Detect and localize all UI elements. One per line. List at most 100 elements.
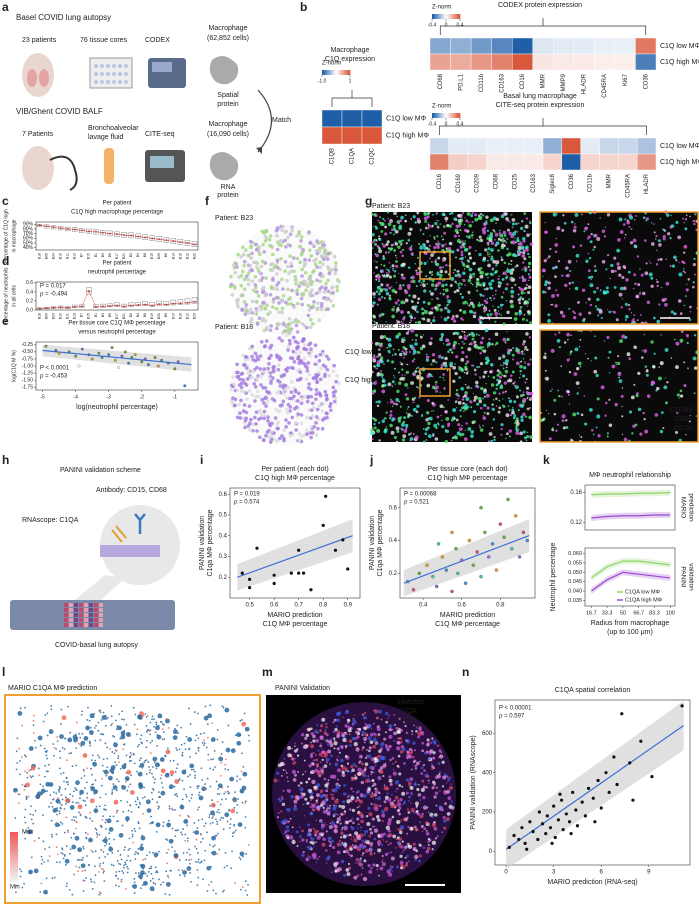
- cell-dot: [38, 837, 40, 839]
- cell-dot: [296, 257, 300, 261]
- point: [592, 797, 595, 800]
- cell-dot: [318, 359, 322, 363]
- signal: [329, 825, 333, 829]
- cell-dot: [137, 746, 139, 748]
- cell-dot: [91, 820, 93, 822]
- signal: [506, 283, 509, 286]
- signal: [516, 361, 520, 365]
- tile: [94, 613, 98, 617]
- signal: [401, 273, 404, 276]
- point: [334, 549, 337, 552]
- signal: [470, 214, 473, 217]
- cell-dot: [92, 783, 94, 785]
- cell-dot: [64, 748, 66, 750]
- signal: [479, 352, 481, 354]
- cell-dot: [269, 234, 273, 238]
- signal: [517, 246, 518, 247]
- cell-dot: [66, 883, 68, 885]
- cell-dot: [103, 851, 105, 853]
- point: [491, 542, 494, 545]
- cell-dot: [199, 792, 201, 794]
- signal: [569, 371, 571, 373]
- cell-dot: [127, 872, 129, 874]
- signal: [687, 337, 688, 338]
- tile: [99, 613, 103, 617]
- cell-dot: [179, 748, 181, 750]
- signal: [488, 255, 490, 257]
- cell-dot: [152, 776, 154, 778]
- cell-dot: [144, 858, 146, 860]
- signal: [443, 365, 445, 367]
- cell-dot: [249, 308, 253, 312]
- signal: [677, 393, 680, 396]
- signal: [459, 336, 462, 339]
- cell-dot: [22, 784, 24, 786]
- cell-dot: [326, 257, 330, 261]
- heatmap-cell: [600, 138, 619, 154]
- cell-dot: [245, 397, 249, 401]
- cell-dot: [41, 863, 43, 865]
- point: [107, 353, 110, 356]
- cell-dot: [261, 243, 265, 247]
- cell-dot: [67, 738, 72, 743]
- signal: [576, 260, 577, 261]
- signal: [498, 411, 501, 414]
- signal: [488, 440, 490, 442]
- cell-dot: [105, 809, 107, 811]
- signal: [569, 404, 570, 405]
- signal: [415, 270, 417, 272]
- signal: [498, 282, 499, 283]
- cell-dot: [220, 817, 222, 819]
- core-icon: [94, 72, 98, 76]
- x-tick-label: B23: [192, 313, 196, 319]
- heatmap-cell: [512, 54, 533, 70]
- cell-dot: [187, 840, 189, 842]
- signal: [576, 392, 578, 394]
- cell-dot: [218, 756, 223, 761]
- cell-dot: [166, 852, 168, 854]
- cell-dot: [90, 850, 92, 852]
- cell-dot: [102, 872, 104, 874]
- signal: [422, 233, 424, 235]
- signal: [639, 293, 641, 295]
- point: [503, 536, 506, 539]
- point: [620, 712, 623, 715]
- cell-dot: [298, 351, 302, 355]
- label: Max: [22, 830, 33, 836]
- signal: [501, 214, 505, 218]
- signal: [594, 357, 597, 360]
- cell-dot: [43, 721, 45, 723]
- heatmap-title: Macrophage: [331, 47, 370, 54]
- cell-dot: [222, 817, 224, 819]
- label: Min: [10, 885, 20, 891]
- cell-dot: [328, 272, 332, 276]
- cell-dot: [294, 318, 298, 322]
- signal: [374, 838, 377, 841]
- point: [495, 568, 498, 571]
- signal: [373, 365, 375, 367]
- cell-dot: [61, 847, 63, 849]
- cell-dot: [52, 806, 54, 808]
- signal: [658, 303, 660, 305]
- cell-dot: [314, 263, 318, 267]
- signal: [424, 244, 426, 246]
- signal: [431, 274, 433, 276]
- cell-dot: [189, 863, 191, 865]
- cell-dot: [145, 725, 147, 727]
- cell-dot: [334, 261, 338, 265]
- cell-dot: [126, 820, 128, 822]
- signal: [479, 400, 482, 403]
- signal: [458, 367, 462, 371]
- cell-dot: [242, 802, 244, 804]
- cell-dot: [333, 400, 337, 404]
- signal: [467, 335, 469, 337]
- cell-dot: [289, 261, 293, 265]
- point: [536, 838, 539, 841]
- cell-dot: [60, 773, 62, 775]
- signal: [633, 346, 637, 350]
- signal: [568, 394, 570, 396]
- signal: [478, 334, 479, 335]
- cell-dot: [136, 852, 138, 854]
- cell-dot: [204, 850, 206, 852]
- signal: [500, 308, 501, 309]
